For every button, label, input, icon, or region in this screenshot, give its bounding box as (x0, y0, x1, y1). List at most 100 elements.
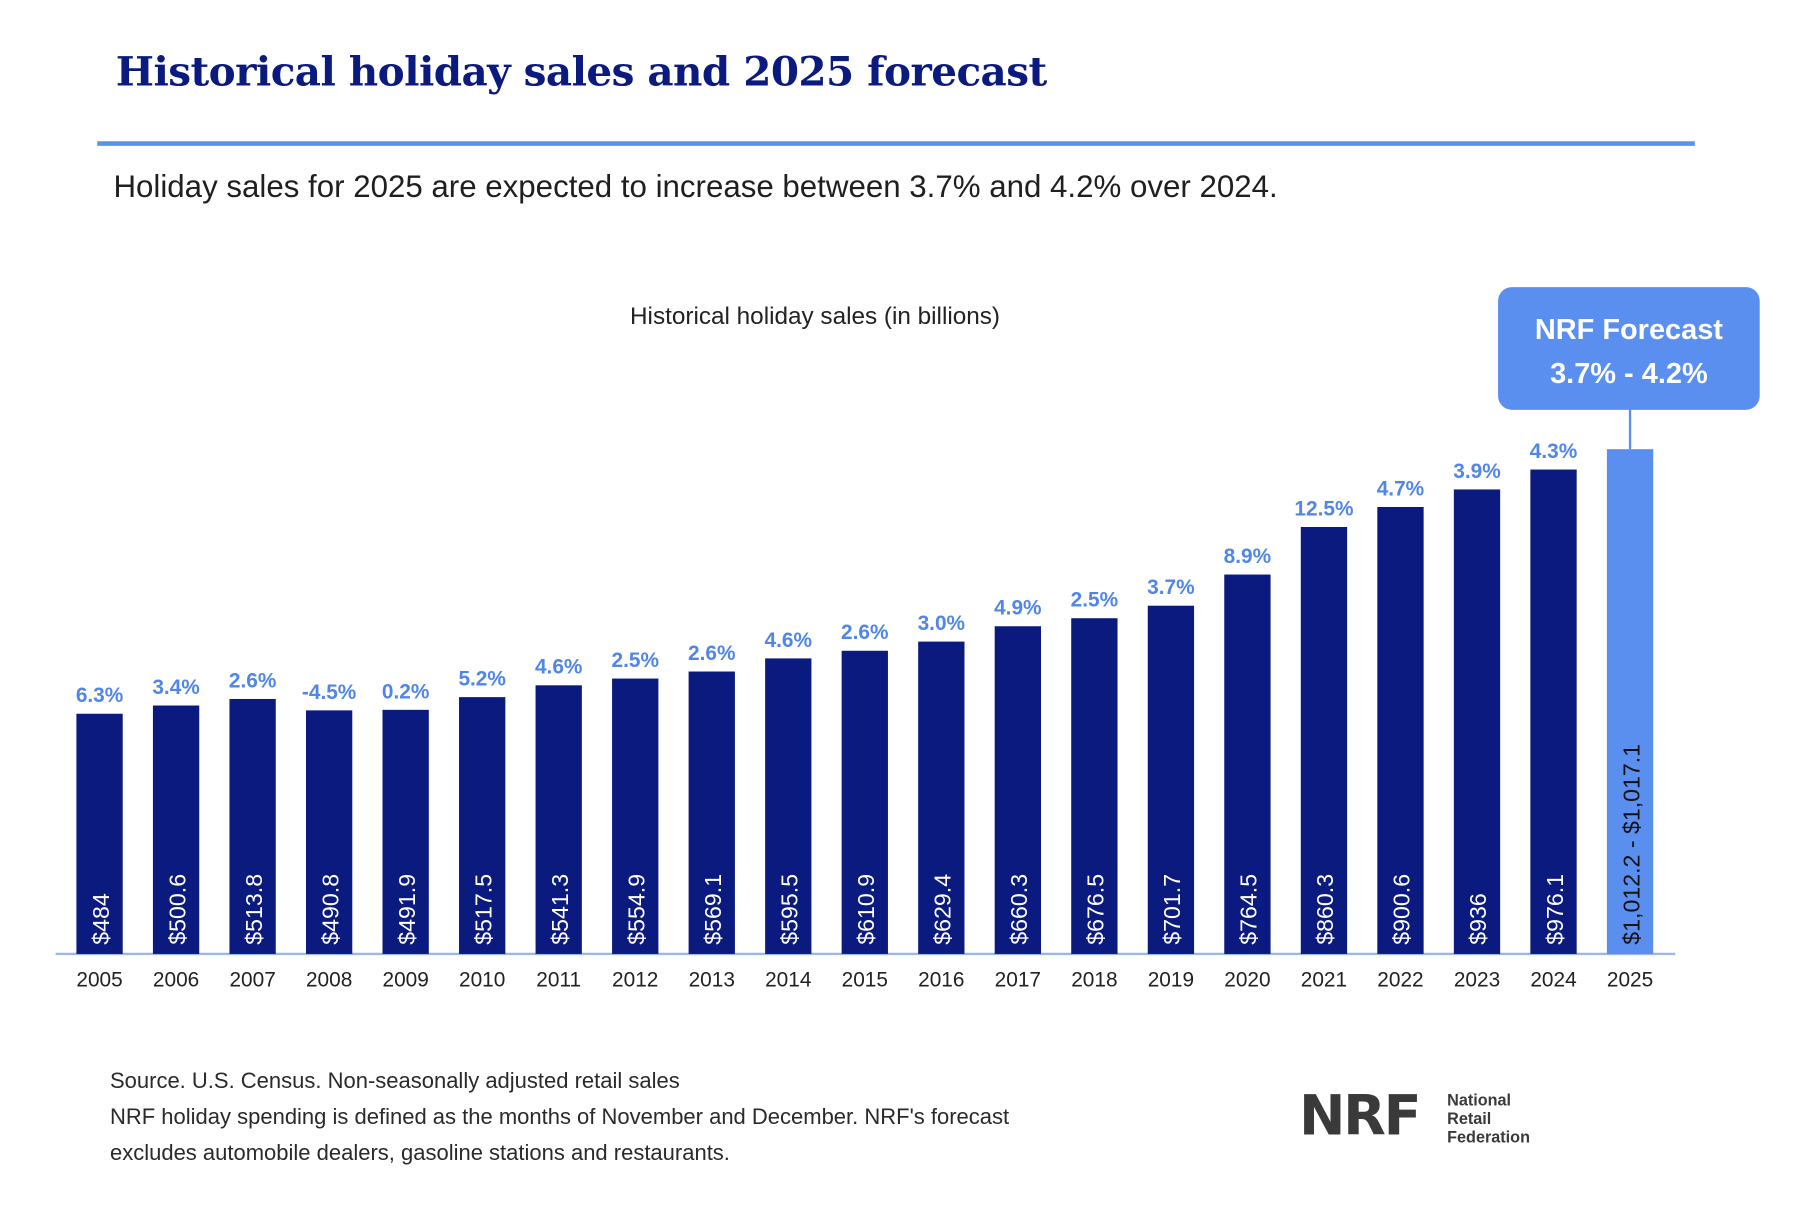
growth-label: 5.2% (458, 668, 505, 691)
bar (918, 641, 965, 954)
bar (1147, 605, 1195, 954)
growth-label: 4.9% (994, 597, 1041, 620)
growth-label: 4.7% (1377, 477, 1424, 500)
bar-value-label: $860.3 (1312, 874, 1338, 945)
logo-line-1: National (1447, 1090, 1512, 1110)
bar (535, 685, 582, 954)
nrf-logo: NRF National Retail Federation (1299, 1086, 1565, 1155)
x-tick-label: 2022 (1377, 968, 1423, 991)
page-subtitle: Holiday sales for 2025 are expected to i… (113, 169, 1278, 204)
x-tick-label: 2020 (1224, 968, 1270, 991)
growth-label: 3.9% (1453, 460, 1500, 483)
bar-value-label: $701.7 (1159, 874, 1185, 945)
x-tick-label: 2023 (1454, 968, 1500, 991)
x-tick-label: 2015 (842, 968, 888, 991)
x-tick-label: 2007 (229, 968, 275, 991)
bar-value-label: $513.8 (241, 874, 267, 945)
bar (305, 710, 353, 954)
x-tick-label: 2013 (689, 968, 735, 991)
bar-value-label: $610.9 (853, 874, 879, 945)
x-tick-label: 2018 (1071, 968, 1117, 991)
bar (1377, 507, 1424, 954)
growth-label: -4.5% (302, 681, 356, 704)
footnote-definition: NRF holiday spending is defined as the m… (109, 1105, 1010, 1130)
bar-value-label: $676.5 (1083, 874, 1109, 945)
bar-value-label: $976.1 (1542, 874, 1568, 945)
callout-title: NRF Forecast (1535, 314, 1723, 346)
bar (765, 658, 812, 954)
bar-value-label: $936 (1465, 893, 1491, 944)
bar-value-label: $517.5 (470, 874, 496, 945)
x-tick-label: 2012 (612, 968, 658, 991)
logo-line-3: Federation (1447, 1127, 1530, 1147)
forecast-bar (1606, 449, 1654, 954)
growth-label: 2.6% (229, 669, 276, 692)
bar (1300, 527, 1348, 954)
bar (1224, 574, 1271, 954)
bar-value-label: $660.3 (1006, 874, 1032, 945)
x-tick-label: 2005 (76, 968, 122, 991)
chart-title: Historical holiday sales (in billions) (630, 303, 1000, 330)
bar (994, 626, 1042, 954)
bar-value-label: $500.6 (164, 874, 190, 945)
bar-value-label: $595.5 (777, 874, 803, 945)
bar-value-label: $484 (88, 893, 114, 945)
x-tick-label: 2017 (995, 968, 1041, 991)
x-tick-label: 2024 (1530, 968, 1576, 991)
x-tick-label: 2010 (459, 968, 505, 991)
bar (1530, 469, 1577, 954)
growth-label: 3.7% (1147, 576, 1194, 599)
bar (612, 678, 659, 954)
bar-value-label: $541.3 (547, 874, 573, 945)
x-tick-label: 2008 (306, 968, 352, 991)
x-tick-label: 2011 (536, 968, 581, 991)
bar (382, 709, 429, 954)
growth-label: 0.2% (382, 680, 429, 703)
bar (152, 705, 200, 954)
footnote-exclusions: excludes automobile dealers, gasoline st… (109, 1141, 730, 1166)
growth-label: 4.6% (535, 656, 582, 679)
bar (1071, 618, 1118, 954)
logo-wordmark: National Retail Federation (1447, 1091, 1530, 1147)
bar (459, 697, 506, 954)
bar-value-label: $490.8 (317, 874, 343, 945)
x-tick-label: 2009 (382, 968, 428, 991)
growth-label: 6.3% (76, 684, 123, 707)
growth-label: 8.9% (1224, 545, 1271, 568)
x-tick-label: 2006 (153, 968, 199, 991)
x-tick-label: 2025 (1607, 968, 1653, 991)
bar-value-label: $554.9 (623, 874, 649, 945)
x-tick-label: 2019 (1148, 968, 1194, 991)
bar (841, 650, 888, 954)
footnote-source: Source. U.S. Census. Non-seasonally adju… (109, 1069, 680, 1095)
logo-mark: NRF (1298, 1083, 1422, 1149)
bar-value-label: $764.5 (1236, 874, 1262, 945)
x-tick-label: 2014 (765, 968, 811, 991)
bar (688, 671, 735, 954)
bar (1453, 489, 1501, 954)
page-title: Historical holiday sales and 2025 foreca… (115, 48, 1047, 97)
bar-value-label: $900.6 (1389, 874, 1415, 945)
growth-label: 4.6% (765, 629, 812, 652)
bar-value-label: $491.9 (394, 874, 420, 945)
growth-label: 12.5% (1294, 497, 1353, 520)
bar-value-label: $569.1 (700, 874, 726, 945)
forecast-callout (1498, 287, 1760, 410)
growth-label: 2.5% (1071, 589, 1118, 612)
x-tick-label: 2021 (1301, 968, 1347, 991)
x-tick-label: 2016 (918, 968, 964, 991)
bar (229, 698, 276, 954)
bar-value-label: $629.4 (930, 874, 956, 945)
logo-line-2: Retail (1447, 1109, 1492, 1128)
growth-label: 4.3% (1530, 440, 1577, 463)
bar-value-label: $1,012.2 - $1,017.1 (1618, 744, 1644, 945)
title-divider (97, 141, 1695, 146)
growth-label: 2.6% (841, 621, 888, 644)
growth-label: 2.6% (688, 642, 735, 665)
growth-label: 2.5% (611, 649, 658, 672)
callout-range: 3.7% - 4.2% (1550, 358, 1708, 390)
bar (76, 713, 123, 954)
growth-label: 3.4% (152, 676, 199, 699)
